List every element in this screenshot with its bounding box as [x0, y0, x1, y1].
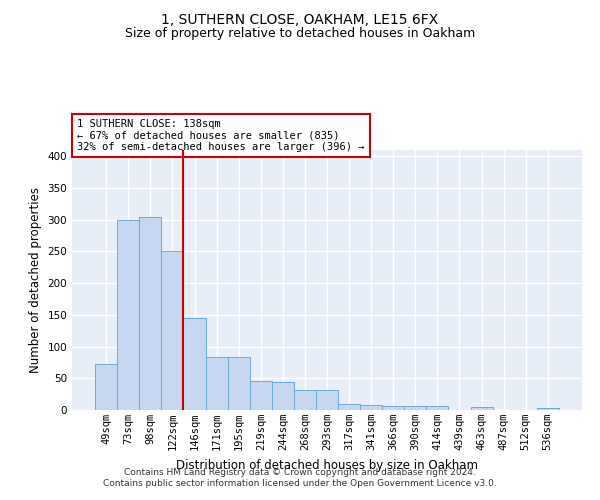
Y-axis label: Number of detached properties: Number of detached properties	[29, 187, 42, 373]
Bar	[227, 358, 250, 410]
Bar	[316, 390, 338, 410]
Bar	[250, 382, 272, 410]
X-axis label: Distribution of detached houses by size in Oakham: Distribution of detached houses by size …	[176, 458, 478, 471]
Text: 1 SUTHERN CLOSE: 138sqm
← 67% of detached houses are smaller (835)
32% of semi-d: 1 SUTHERN CLOSE: 138sqm ← 67% of detache…	[77, 119, 365, 152]
Bar	[272, 382, 294, 410]
Bar	[206, 358, 227, 410]
Text: Contains HM Land Registry data © Crown copyright and database right 2024.
Contai: Contains HM Land Registry data © Crown c…	[103, 468, 497, 487]
Bar	[184, 318, 206, 410]
Bar	[382, 406, 404, 410]
Text: Size of property relative to detached houses in Oakham: Size of property relative to detached ho…	[125, 28, 475, 40]
Bar	[360, 405, 382, 410]
Bar	[537, 408, 559, 410]
Bar	[95, 364, 117, 410]
Bar	[427, 406, 448, 410]
Text: 1, SUTHERN CLOSE, OAKHAM, LE15 6FX: 1, SUTHERN CLOSE, OAKHAM, LE15 6FX	[161, 12, 439, 26]
Bar	[338, 404, 360, 410]
Bar	[117, 220, 139, 410]
Bar	[161, 252, 184, 410]
Bar	[139, 217, 161, 410]
Bar	[470, 408, 493, 410]
Bar	[294, 390, 316, 410]
Bar	[404, 406, 427, 410]
